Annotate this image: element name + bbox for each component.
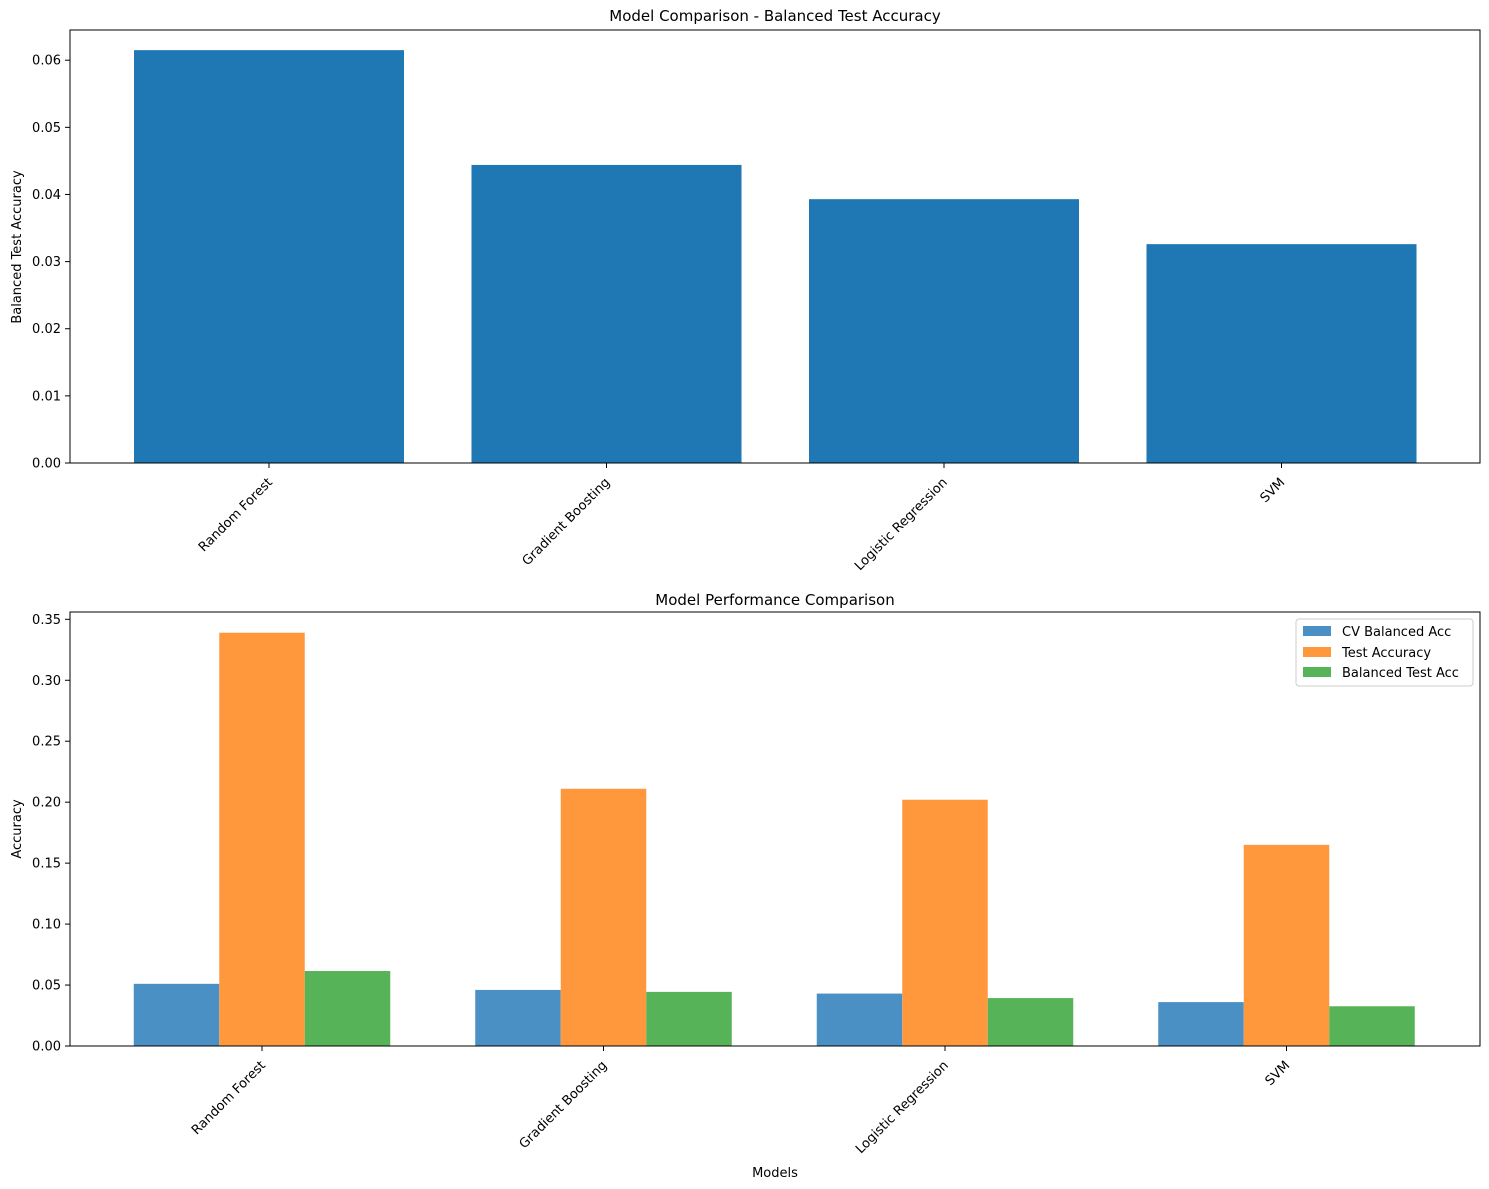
x-tick-label-logistic-regression: Logistic Regression	[853, 1058, 952, 1157]
y-tick-label: 0.05	[32, 121, 61, 136]
x-tick-label-logistic-regression: Logistic Regression	[852, 475, 951, 574]
x-tick-label-random-forest: Random Forest	[196, 475, 276, 555]
legend-label-test-accuracy: Test Accuracy	[1341, 646, 1431, 661]
bar-gradient-boosting	[471, 164, 742, 464]
chart-balanced-test-accuracy: Model Comparison - Balanced Test Accurac…	[10, 7, 1481, 574]
chart2-bars	[133, 632, 1415, 1046]
y-tick-label: 0.05	[32, 979, 61, 994]
y-tick-label: 0.10	[32, 918, 61, 933]
x-tick-label-svm: SVM	[1258, 475, 1289, 506]
y-tick-label: 0.01	[32, 389, 61, 404]
x-tick-label-svm: SVM	[1263, 1058, 1294, 1089]
chart-model-performance: Model Performance Comparison Accuracy Mo…	[10, 591, 1481, 1181]
y-tick-label: 0.03	[32, 255, 61, 270]
legend-swatch-cv-balanced-acc	[1303, 626, 1331, 636]
bar-logistic-regression-test-accuracy	[902, 799, 988, 1046]
bar-svm-test-accuracy	[1243, 844, 1330, 1046]
bar-gradient-boosting-balanced-test-acc	[646, 991, 732, 1046]
legend-swatch-test-accuracy	[1303, 647, 1331, 657]
legend-swatch-balanced-test-acc	[1303, 667, 1331, 677]
y-tick-label: 0.25	[32, 735, 61, 750]
legend-frame	[1295, 618, 1474, 687]
bar-random-forest	[134, 50, 404, 464]
chart2-x-axis-label: Models	[752, 1166, 798, 1181]
chart1-plot-frame	[69, 29, 1481, 464]
y-tick-label: 0.00	[32, 457, 61, 472]
y-tick-label: 0.35	[32, 613, 61, 628]
chart1-bars	[134, 50, 1417, 464]
y-tick-label: 0.30	[32, 674, 61, 689]
legend-label-balanced-test-acc: Balanced Test Acc	[1342, 666, 1459, 681]
chart1-y-ticks: 0.00 0.01 0.02 0.03 0.04 0.05 0.06	[32, 54, 70, 472]
bar-random-forest-test-accuracy	[219, 632, 305, 1046]
y-tick-label: 0.20	[32, 796, 61, 811]
x-tick-label-gradient-boosting: Gradient Boosting	[517, 1058, 611, 1152]
chart2-legend: CV Balanced Acc Test Accuracy Balanced T…	[1295, 618, 1474, 687]
y-tick-label: 0.15	[32, 857, 61, 872]
bar-svm	[1146, 244, 1417, 463]
x-tick-label-gradient-boosting: Gradient Boosting	[520, 475, 614, 569]
chart1-x-ticks: Random Forest Gradient Boosting Logistic R…	[196, 463, 1288, 574]
chart2-plot-frame	[69, 611, 1481, 1047]
bar-gradient-boosting-test-accuracy	[560, 788, 647, 1046]
bar-gradient-boosting-cv-balanced-acc	[475, 989, 561, 1046]
legend-label-cv-balanced-acc: CV Balanced Acc	[1342, 625, 1451, 640]
bar-random-forest-cv-balanced-acc	[133, 983, 220, 1046]
y-tick-label: 0.06	[32, 54, 61, 69]
bar-logistic-regression-balanced-test-acc	[987, 998, 1074, 1046]
y-tick-label: 0.04	[32, 188, 61, 203]
chart2-y-ticks: 0.00 0.05 0.10 0.15 0.20 0.25 0.30 0.35	[32, 613, 70, 1055]
bar-svm-cv-balanced-acc	[1158, 1002, 1244, 1046]
bar-logistic-regression	[809, 199, 1079, 463]
x-tick-label-random-forest: Random Forest	[189, 1058, 269, 1138]
y-tick-label: 0.00	[32, 1040, 61, 1055]
bar-random-forest-balanced-test-acc	[304, 971, 391, 1046]
chart1-y-axis-label: Balanced Test Accuracy	[10, 170, 25, 324]
bar-logistic-regression-cv-balanced-acc	[816, 993, 903, 1046]
bar-svm-balanced-test-acc	[1329, 1006, 1415, 1046]
chart2-x-ticks: Random Forest Gradient Boosting Logistic R…	[189, 1046, 1293, 1157]
chart2-y-axis-label: Accuracy	[10, 799, 25, 859]
y-tick-label: 0.02	[32, 322, 61, 337]
chart1-title: Model Comparison - Balanced Test Accurac…	[609, 7, 941, 25]
chart2-title: Model Performance Comparison	[655, 591, 894, 609]
